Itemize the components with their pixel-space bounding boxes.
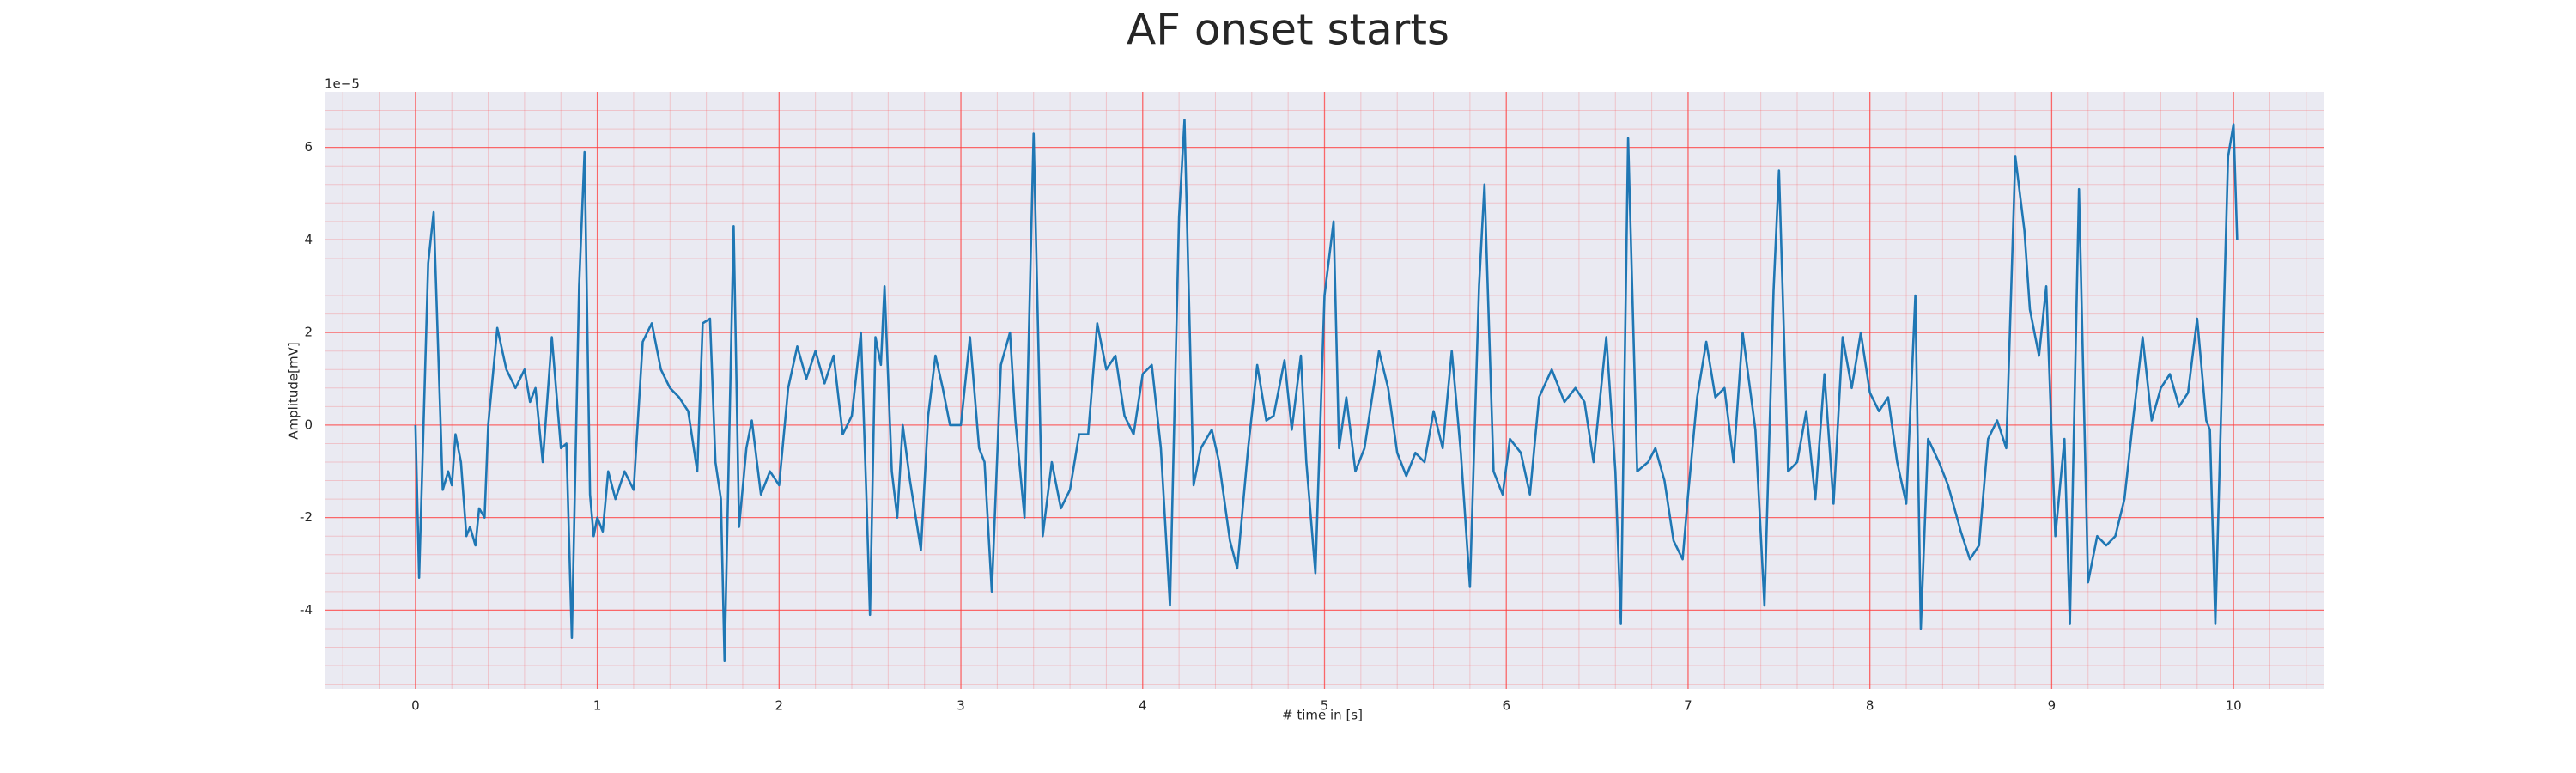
x-axis-label: # time in [s] [1282, 708, 1363, 723]
x-tick-label: 3 [957, 698, 965, 714]
x-tick-label: 10 [2226, 698, 2242, 714]
x-tick-label: 9 [2048, 698, 2057, 714]
y-tick-label: 4 [304, 232, 313, 247]
grid [325, 92, 2324, 689]
y-tick-label: 0 [304, 417, 313, 432]
y-tick-label: -4 [300, 602, 313, 618]
x-tick-label: 6 [1502, 698, 1510, 714]
y-offset-label: 1e−5 [325, 76, 360, 92]
chart-title: AF onset starts [1127, 5, 1449, 55]
y-axis-label: Amplitude[mV] [286, 342, 301, 439]
x-tick-label: 0 [411, 698, 420, 714]
signal-line [414, 119, 2239, 662]
x-tick-label: 4 [1139, 698, 1147, 714]
x-tick-label: 7 [1684, 698, 1692, 714]
x-tick-label: 8 [1866, 698, 1874, 714]
y-tick-label: 6 [304, 139, 313, 155]
x-tick-label: 2 [775, 698, 784, 714]
x-tick-label: 5 [1321, 698, 1329, 714]
y-tick-label: 2 [304, 325, 313, 340]
x-tick-label: 1 [593, 698, 602, 714]
y-tick-label: -2 [300, 509, 313, 525]
